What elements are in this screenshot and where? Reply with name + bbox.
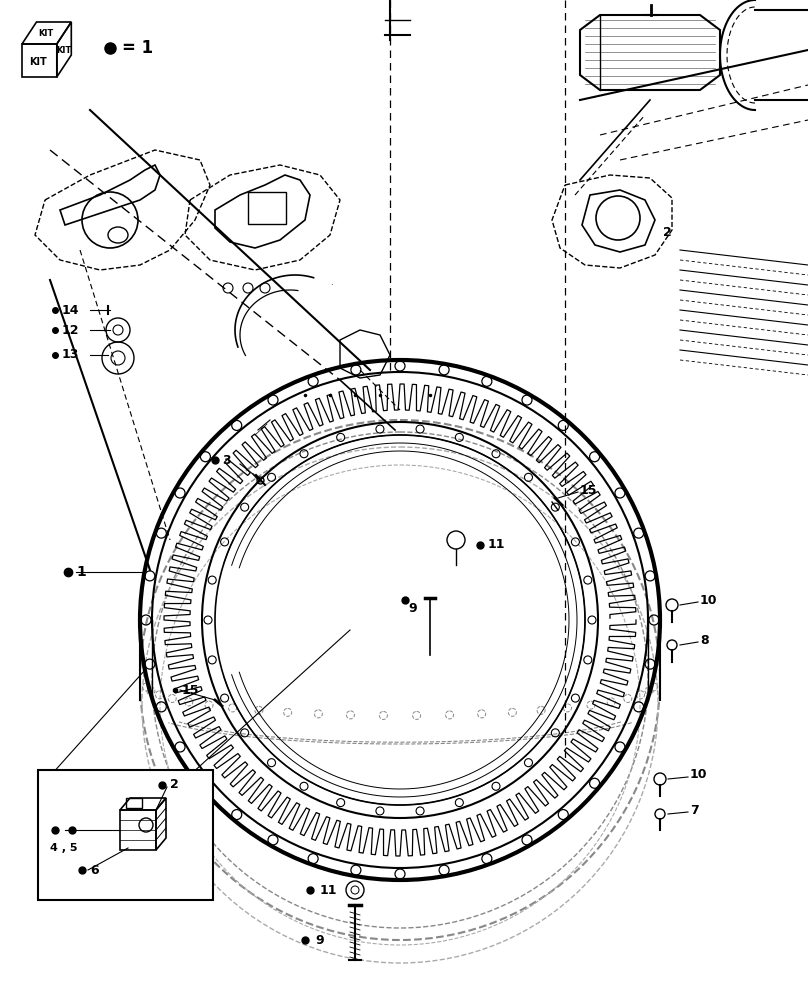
- Text: 11: 11: [320, 884, 338, 896]
- Text: = 1: = 1: [122, 39, 154, 57]
- Bar: [248, 192, 286, 224]
- Text: 15: 15: [580, 484, 597, 496]
- Text: 13: 13: [62, 349, 79, 361]
- Text: 1: 1: [76, 565, 86, 579]
- Text: 3: 3: [222, 454, 230, 466]
- Bar: [126, 798, 142, 808]
- Text: 4 , 5: 4 , 5: [50, 843, 78, 853]
- Text: 15: 15: [182, 684, 200, 696]
- Text: KIT: KIT: [39, 28, 54, 37]
- Text: KIT: KIT: [56, 46, 71, 55]
- Text: KIT: KIT: [29, 57, 47, 67]
- Text: 12: 12: [62, 324, 79, 336]
- Text: 8: 8: [700, 634, 709, 647]
- Text: .: .: [330, 278, 333, 287]
- Text: 11: 11: [488, 538, 506, 552]
- Text: 9: 9: [408, 601, 417, 614]
- Text: 7: 7: [690, 804, 699, 816]
- Text: 9: 9: [315, 934, 324, 946]
- Text: 10: 10: [690, 768, 708, 782]
- Text: 2: 2: [170, 778, 179, 792]
- Text: 10: 10: [700, 593, 718, 606]
- Text: 2: 2: [663, 226, 671, 238]
- Text: 14: 14: [62, 304, 79, 316]
- Bar: [38, 770, 213, 900]
- Text: 6: 6: [90, 863, 99, 876]
